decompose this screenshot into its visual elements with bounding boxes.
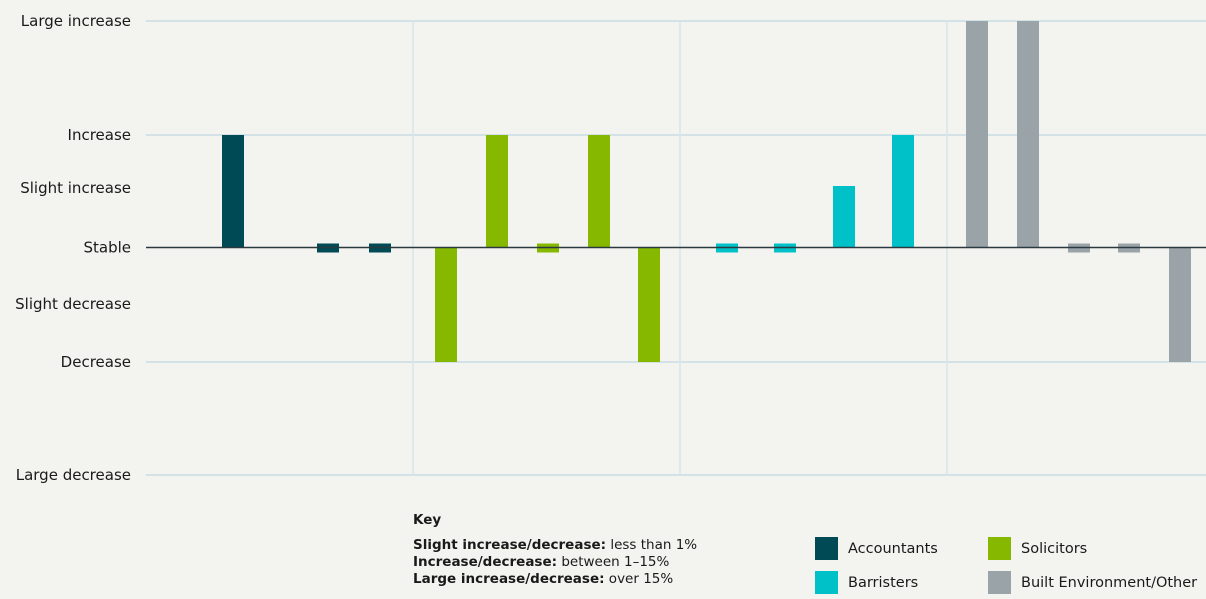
legend-label: Accountants — [848, 540, 938, 557]
bar-barristers — [892, 135, 914, 248]
legend-label: Built Environment/Other — [1021, 574, 1198, 591]
key-block: Key Slight increase/decrease: less than … — [413, 512, 697, 588]
key-line-slight: Slight increase/decrease: less than 1% — [413, 537, 698, 553]
legend-label: Solicitors — [1021, 540, 1088, 557]
bar-accountants — [222, 135, 244, 248]
legend-item-barristers: Barristers — [815, 571, 918, 594]
legend-item-built-environment: Built Environment/Other — [988, 571, 1197, 594]
bar-built-environment-other — [1017, 21, 1039, 248]
bars — [222, 21, 1191, 362]
legend-swatch — [815, 537, 838, 560]
key-title: Key — [413, 512, 442, 528]
y-tick-label: Slight decrease — [15, 295, 131, 313]
bar-barristers — [833, 186, 855, 248]
y-tick-label: Decrease — [61, 353, 131, 371]
bar-solicitors — [638, 247, 660, 362]
y-tick-label: Large increase — [21, 12, 131, 30]
y-tick-label: Slight increase — [20, 179, 131, 197]
legend-item-solicitors: Solicitors — [988, 537, 1087, 560]
legend: Accountants Solicitors Barristers Built … — [0, 537, 1206, 599]
bar-solicitors — [588, 135, 610, 248]
y-tick-label: Large decrease — [16, 466, 131, 484]
bar-solicitors — [435, 247, 457, 362]
bar-solicitors — [486, 135, 508, 248]
legend-swatch — [988, 537, 1011, 560]
bar-chart: Large increase Increase Slight increase Sta… — [15, 12, 1206, 484]
legend-swatch — [815, 571, 838, 594]
bar-built-environment-other — [966, 21, 988, 248]
y-tick-label: Increase — [68, 126, 131, 144]
bar-built-environment-other — [1169, 247, 1191, 362]
y-tick-label: Stable — [83, 239, 131, 257]
key-line-large: Large increase/decrease: over 15% — [413, 571, 674, 587]
legend-label: Barristers — [848, 574, 919, 591]
key-line-change: Increase/decrease: between 1–15% — [413, 554, 670, 570]
legend-swatch — [988, 571, 1011, 594]
y-axis-labels: Large increase Increase Slight increase Sta… — [15, 12, 131, 484]
legend-item-accountants: Accountants — [815, 537, 938, 560]
